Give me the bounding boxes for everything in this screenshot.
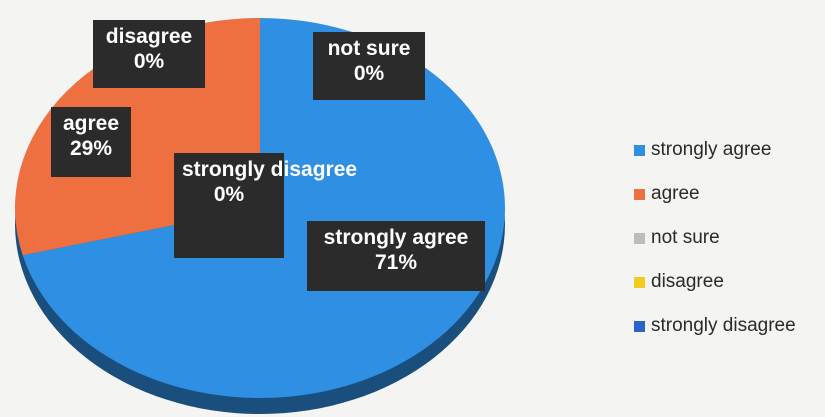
- legend-label: not sure: [651, 227, 720, 248]
- data-label-strongly-disagree: strongly disagree 0%: [174, 153, 358, 258]
- data-label-category: strongly agree: [323, 226, 469, 249]
- data-label-disagree: disagree 0%: [93, 20, 205, 88]
- legend-swatch: [634, 320, 645, 332]
- legend-swatch: [634, 188, 645, 200]
- legend-label: strongly agree: [651, 139, 772, 160]
- data-label-percent: 0%: [213, 183, 245, 206]
- data-label-category: not sure: [327, 37, 411, 60]
- data-label-percent: 0%: [353, 62, 385, 85]
- data-label-agree: agree 29%: [51, 107, 131, 177]
- data-label-percent: 0%: [133, 50, 165, 73]
- legend: strongly agree agree not sure disagree s…: [634, 128, 796, 348]
- legend-item-agree: agree: [634, 172, 796, 216]
- data-label-category: disagree: [105, 25, 193, 48]
- legend-item-disagree: disagree: [634, 260, 796, 304]
- legend-item-strongly-disagree: strongly disagree: [634, 304, 796, 348]
- data-label-category: strongly disagree: [182, 158, 358, 181]
- legend-label: strongly disagree: [651, 315, 796, 336]
- legend-label: disagree: [651, 271, 724, 292]
- data-label-percent: 71%: [374, 251, 418, 274]
- legend-swatch: [634, 144, 645, 156]
- legend-swatch: [634, 232, 645, 244]
- legend-item-not-sure: not sure: [634, 216, 796, 260]
- data-label-category: agree: [62, 112, 120, 135]
- legend-label: agree: [651, 183, 700, 204]
- data-label-not-sure: not sure 0%: [313, 32, 425, 100]
- legend-item-strongly-agree: strongly agree: [634, 128, 796, 172]
- data-label-percent: 29%: [69, 137, 113, 160]
- data-label-strongly-agree: strongly agree 71%: [307, 221, 485, 291]
- legend-swatch: [634, 276, 645, 288]
